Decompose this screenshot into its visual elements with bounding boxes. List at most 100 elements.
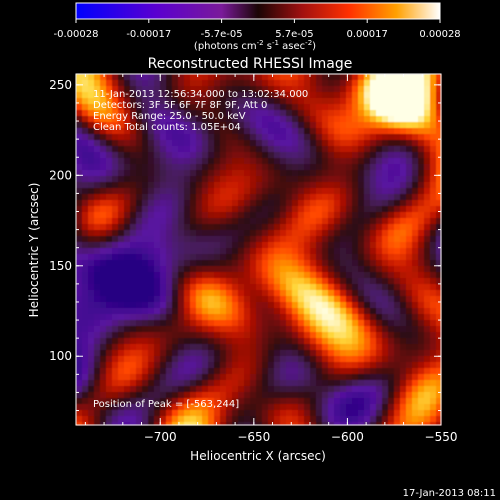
heatmap-cell: [142, 146, 149, 153]
heatmap-cell: [184, 236, 191, 243]
heatmap-cell: [202, 134, 209, 141]
heatmap-cell: [238, 410, 245, 417]
heatmap-cell: [82, 134, 89, 141]
heatmap-cell: [184, 386, 191, 393]
heatmap-cell: [322, 188, 329, 195]
heatmap-cell: [298, 284, 305, 291]
heatmap-cell: [220, 146, 227, 153]
heatmap-cell: [202, 344, 209, 351]
heatmap-cell: [106, 302, 113, 309]
heatmap-cell: [118, 242, 125, 249]
heatmap-cell: [106, 110, 113, 117]
heatmap-cell: [148, 260, 155, 267]
heatmap-cell: [274, 356, 281, 363]
heatmap-cell: [352, 74, 359, 81]
heatmap-cell: [256, 260, 263, 267]
x-tick-label: −700: [144, 430, 177, 444]
heatmap-cell: [130, 380, 137, 387]
heatmap-cells: [76, 74, 442, 426]
heatmap-cell: [352, 422, 359, 426]
heatmap-cell: [274, 104, 281, 111]
heatmap-cell: [244, 380, 251, 387]
heatmap-cell: [124, 296, 131, 303]
heatmap-cell: [400, 416, 407, 423]
heatmap-cell: [376, 308, 383, 315]
heatmap-cell: [340, 194, 347, 201]
heatmap-cell: [106, 80, 113, 87]
heatmap-cell: [220, 116, 227, 123]
heatmap-cell: [310, 200, 317, 207]
heatmap-cell: [328, 80, 335, 87]
heatmap-cell: [382, 392, 389, 399]
heatmap-cell: [244, 338, 251, 345]
heatmap-cell: [436, 374, 442, 381]
heatmap-cell: [124, 380, 131, 387]
heatmap-cell: [400, 374, 407, 381]
heatmap-cell: [286, 308, 293, 315]
heatmap-cell: [76, 308, 83, 315]
heatmap-cell: [394, 146, 401, 153]
heatmap-cell: [400, 122, 407, 129]
heatmap-cell: [124, 350, 131, 357]
heatmap-cell: [334, 308, 341, 315]
heatmap-cell: [286, 278, 293, 285]
heatmap-cell: [106, 392, 113, 399]
heatmap-cell: [244, 230, 251, 237]
heatmap-cell: [142, 320, 149, 327]
heatmap-cell: [400, 230, 407, 237]
heatmap-cell: [262, 380, 269, 387]
heatmap-cell: [298, 302, 305, 309]
heatmap-cell: [250, 398, 257, 405]
heatmap-cell: [436, 230, 442, 237]
heatmap-cell: [208, 122, 215, 129]
heatmap-cell: [94, 110, 101, 117]
heatmap-cell: [88, 398, 95, 405]
heatmap-cell: [136, 110, 143, 117]
heatmap-cell: [244, 290, 251, 297]
heatmap-cell: [394, 176, 401, 183]
heatmap-cell: [418, 386, 425, 393]
heatmap-cell: [148, 380, 155, 387]
info-clean-counts: Clean Total counts: 1.05E+04: [93, 122, 241, 133]
heatmap-cell: [424, 74, 431, 81]
heatmap-cell: [424, 236, 431, 243]
heatmap-cell: [418, 98, 425, 105]
heatmap-cell: [268, 86, 275, 93]
heatmap-cell: [268, 278, 275, 285]
heatmap-cell: [154, 278, 161, 285]
heatmap-cell: [430, 254, 437, 261]
heatmap-cell: [184, 110, 191, 117]
heatmap-cell: [130, 122, 137, 129]
heatmap-cell: [334, 200, 341, 207]
heatmap-cell: [136, 314, 143, 321]
heatmap-cell: [352, 164, 359, 171]
heatmap-cell: [136, 326, 143, 333]
heatmap-cell: [76, 380, 83, 387]
heatmap-cell: [208, 98, 215, 105]
heatmap-cell: [118, 380, 125, 387]
heatmap-cell: [280, 80, 287, 87]
heatmap-cell: [166, 146, 173, 153]
heatmap-cell: [196, 380, 203, 387]
heatmap-cell: [208, 338, 215, 345]
heatmap-cell: [130, 128, 137, 135]
heatmap-cell: [382, 266, 389, 273]
heatmap-cell: [400, 404, 407, 411]
heatmap-cell: [304, 164, 311, 171]
heatmap-cell: [184, 224, 191, 231]
heatmap-cell: [136, 404, 143, 411]
heatmap-cell: [112, 332, 119, 339]
heatmap-cell: [316, 266, 323, 273]
heatmap-cell: [298, 350, 305, 357]
heatmap-cell: [268, 206, 275, 213]
heatmap-cell: [358, 302, 365, 309]
heatmap-cell: [172, 350, 179, 357]
heatmap-cell: [214, 248, 221, 255]
heatmap-cell: [412, 260, 419, 267]
heatmap-cell: [202, 242, 209, 249]
heatmap-cell: [358, 278, 365, 285]
heatmap-cell: [76, 110, 83, 117]
heatmap-cell: [394, 110, 401, 117]
heatmap-cell: [280, 260, 287, 267]
heatmap-cell: [160, 86, 167, 93]
